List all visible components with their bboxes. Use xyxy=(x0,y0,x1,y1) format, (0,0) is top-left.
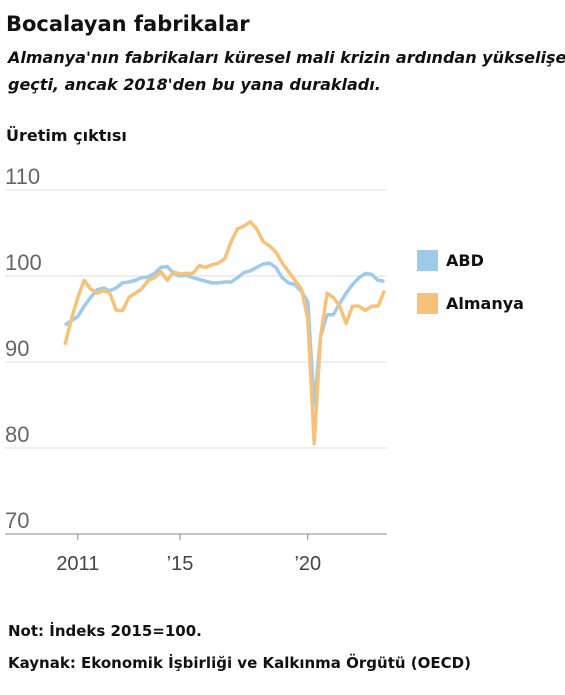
x-tick-label: ’15 xyxy=(167,553,194,575)
y-tick-label: 70 xyxy=(5,508,29,533)
legend-label: ABD xyxy=(446,251,484,270)
x-tick-label: 2011 xyxy=(56,553,99,575)
y-tick-label: 100 xyxy=(5,250,42,275)
line-series xyxy=(64,261,385,407)
source: Kaynak: Ekonomik İşbirliği ve Kalkınma Ö… xyxy=(8,653,471,672)
legend-swatch xyxy=(417,293,438,314)
chart-subtitle: geçti, ancak 2018'den bu yana durakladı. xyxy=(8,75,381,94)
x-tick-label: ’20 xyxy=(294,553,321,575)
legend-label: Almanya xyxy=(446,294,524,313)
line-series xyxy=(63,220,387,446)
note: Not: İndeks 2015=100. xyxy=(8,621,202,640)
chart-subtitle: Almanya'nın fabrikaları küresel mali kri… xyxy=(6,48,565,67)
y-tick-label: 80 xyxy=(5,422,29,447)
chart-title: Bocalayan fabrikalar xyxy=(6,12,250,36)
legend-swatch xyxy=(417,250,438,271)
y-tick-label: 110 xyxy=(5,164,40,189)
y-axis-label: Üretim çıktısı xyxy=(6,126,127,145)
y-tick-label: 90 xyxy=(5,336,29,361)
